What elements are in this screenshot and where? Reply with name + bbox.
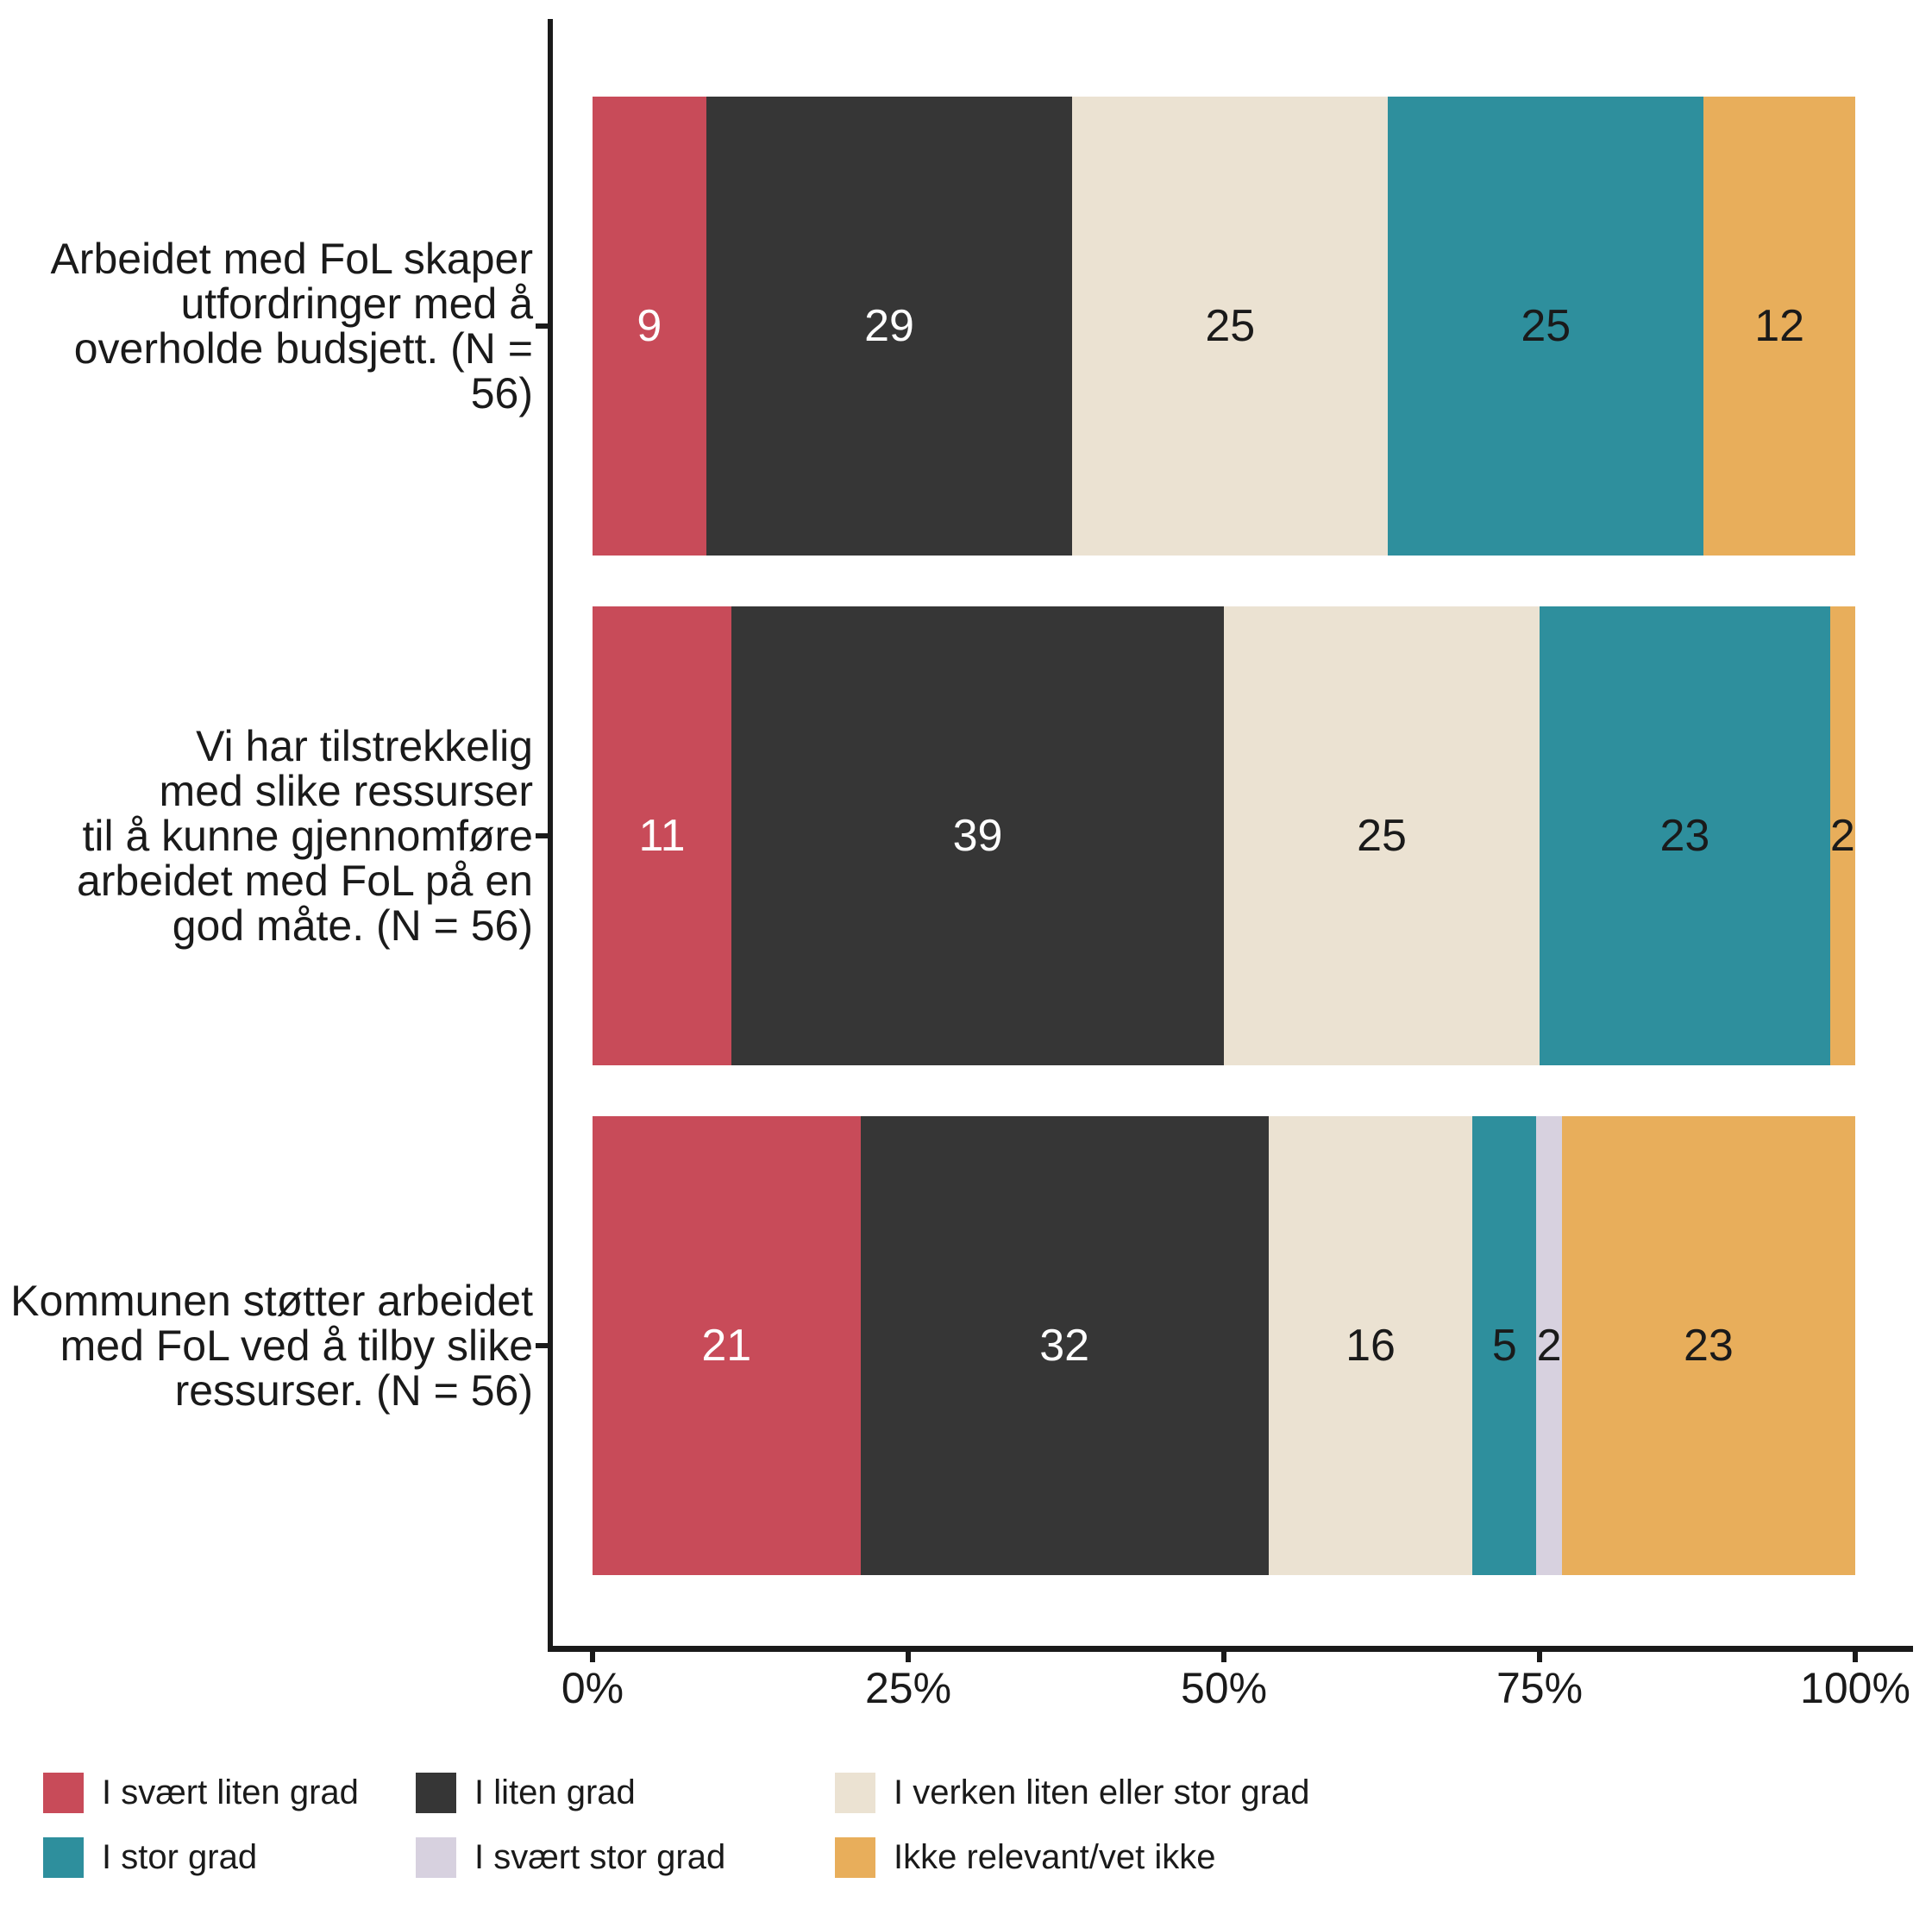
bar-segment bbox=[593, 97, 706, 556]
bar-value-label: 11 bbox=[638, 811, 686, 861]
legend-swatch bbox=[43, 1773, 84, 1813]
bar-segment bbox=[731, 606, 1224, 1065]
legend-item: I svært liten grad bbox=[43, 1773, 416, 1813]
bar-value-label: 2 bbox=[1829, 811, 1855, 861]
y-axis-tick bbox=[536, 1343, 549, 1348]
legend-item: I stor grad bbox=[43, 1837, 416, 1878]
category-label-line: med FoL ved å tilby slike bbox=[60, 1321, 533, 1370]
bar-segment bbox=[1703, 97, 1855, 556]
bar-value-label: 29 bbox=[864, 301, 914, 351]
bar-segment bbox=[1540, 606, 1830, 1065]
bar-value-label: 23 bbox=[1659, 811, 1710, 861]
legend-swatch bbox=[416, 1773, 456, 1813]
category-label-line: til å kunne gjennomføre bbox=[82, 812, 533, 860]
bar-value-label: 25 bbox=[1357, 811, 1407, 861]
bar-segment bbox=[593, 1116, 861, 1575]
bar-value-label: 23 bbox=[1684, 1321, 1734, 1371]
legend-swatch bbox=[835, 1837, 875, 1878]
bar-segment bbox=[593, 606, 732, 1065]
legend-label: I svært stor grad bbox=[474, 1838, 726, 1876]
legend-label: I verken liten eller stor grad bbox=[894, 1773, 1310, 1811]
category-label-line: overholde budsjett. (N = bbox=[73, 324, 533, 373]
y-axis-tick bbox=[536, 833, 549, 838]
bar-value-label: 39 bbox=[952, 811, 1003, 861]
category-label-line: arbeidet med FoL på en bbox=[76, 857, 533, 905]
bar-segment bbox=[1072, 97, 1389, 556]
bar-value-label: 12 bbox=[1754, 301, 1805, 351]
legend-label: I stor grad bbox=[102, 1838, 258, 1876]
x-axis-tick-label: 100% bbox=[1800, 1664, 1910, 1712]
bar-segment bbox=[1472, 1116, 1537, 1575]
category-label: Kommunen støtter arbeidet med FoL ved å t… bbox=[0, 1278, 533, 1413]
category-label: Arbeidet med FoL skaper utfordringer med … bbox=[0, 236, 533, 416]
legend-item: I verken liten eller stor grad bbox=[835, 1773, 1490, 1813]
x-axis-tick-label: 75% bbox=[1496, 1664, 1584, 1712]
legend-label: I liten grad bbox=[474, 1773, 636, 1811]
category-label-line: Vi har tilstrekkelig bbox=[196, 722, 533, 770]
legend: I svært liten grad I liten grad I verken l… bbox=[43, 1773, 1490, 1878]
x-axis-tick bbox=[590, 1652, 595, 1662]
category-label-line: Kommunen støtter arbeidet bbox=[10, 1277, 533, 1325]
legend-swatch bbox=[835, 1773, 875, 1813]
x-axis-line bbox=[548, 1646, 1913, 1652]
bar-value-label: 25 bbox=[1521, 301, 1571, 351]
bar-value-label: 25 bbox=[1205, 301, 1256, 351]
bar-segment bbox=[860, 1116, 1269, 1575]
x-axis-tick bbox=[906, 1652, 911, 1662]
bar-segment bbox=[1536, 1116, 1562, 1575]
category-label-line: god måte. (N = 56) bbox=[172, 901, 533, 950]
category-label-line: Arbeidet med FoL skaper bbox=[50, 235, 533, 283]
legend-item: Ikke relevant/vet ikke bbox=[835, 1837, 1490, 1878]
legend-label: I svært liten grad bbox=[102, 1773, 359, 1811]
bar-segment bbox=[1829, 606, 1855, 1065]
bar-value-label: 21 bbox=[701, 1321, 752, 1371]
category-label-line: 56) bbox=[470, 369, 533, 417]
bar-segment bbox=[1268, 1116, 1473, 1575]
category-label-line: utfordringer med å bbox=[180, 279, 533, 328]
legend-swatch bbox=[43, 1837, 84, 1878]
bar-segment bbox=[706, 97, 1073, 556]
category-label: Vi har tilstrekkelig med slike ressurser t… bbox=[0, 724, 533, 948]
legend-swatch bbox=[416, 1837, 456, 1878]
legend-item: I liten grad bbox=[416, 1773, 835, 1813]
bar-segment bbox=[1224, 606, 1540, 1065]
x-axis-tick-label: 50% bbox=[1180, 1664, 1268, 1712]
bar-value-label: 5 bbox=[1491, 1321, 1517, 1371]
x-axis-tick bbox=[1853, 1652, 1858, 1662]
category-label-line: med slike ressurser bbox=[159, 767, 533, 815]
bar-segment bbox=[1388, 97, 1704, 556]
legend-item: I svært stor grad bbox=[416, 1837, 835, 1878]
category-label-line: ressurser. (N = 56) bbox=[174, 1366, 533, 1415]
x-axis-tick-label: 0% bbox=[561, 1664, 624, 1712]
bar-segment bbox=[1561, 1116, 1855, 1575]
bar-value-label: 2 bbox=[1536, 1321, 1562, 1371]
bar-value-label: 32 bbox=[1039, 1321, 1090, 1371]
x-axis-tick-label: 25% bbox=[864, 1664, 952, 1712]
y-axis-tick bbox=[536, 323, 549, 329]
bar-value-label: 16 bbox=[1346, 1321, 1396, 1371]
bar-value-label: 9 bbox=[637, 301, 662, 351]
y-axis-line bbox=[548, 19, 553, 1652]
legend-label: Ikke relevant/vet ikke bbox=[894, 1838, 1216, 1876]
x-axis-tick bbox=[1537, 1652, 1542, 1662]
x-axis-tick bbox=[1221, 1652, 1226, 1662]
